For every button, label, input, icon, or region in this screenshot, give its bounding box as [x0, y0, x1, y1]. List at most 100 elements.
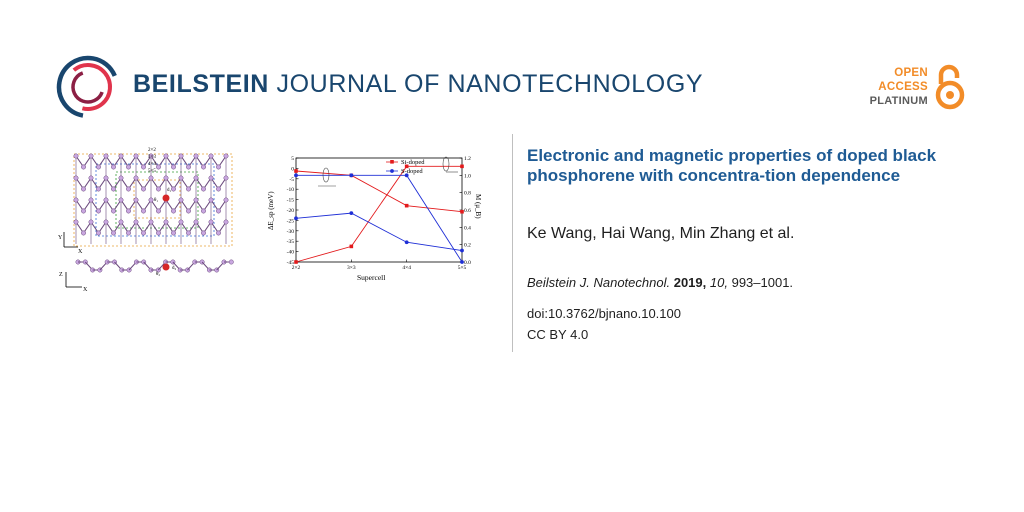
badge-open: OPEN: [894, 67, 928, 79]
phosphorus-atom: [193, 219, 199, 225]
data-point: [460, 209, 464, 214]
phosphorus-atom: [186, 164, 191, 170]
phosphorene-side-view: [75, 259, 234, 273]
y-axis-right-label: M (μ_B): [474, 194, 482, 219]
vertical-divider: [512, 134, 513, 352]
phosphorus-atom: [208, 153, 214, 159]
x-tick-label: 5×5: [458, 265, 467, 271]
phosphorus-atom: [103, 153, 109, 159]
badge-access: ACCESS: [878, 81, 928, 93]
article-license[interactable]: CC BY 4.0: [527, 327, 589, 342]
data-point: [460, 164, 464, 169]
phosphorus-atom: [156, 208, 161, 214]
phosphorus-atom: [103, 197, 109, 203]
journal-title[interactable]: BEILSTEIN JOURNAL OF NANOTECHNOLOGY: [133, 72, 703, 97]
right-axis-marker-ellipse: [442, 156, 450, 172]
phosphorus-atom: [148, 197, 154, 203]
phosphorus-atom: [133, 153, 139, 159]
dopant-atom-side: [162, 263, 170, 271]
phosphorus-atom: [186, 230, 191, 236]
article-citation: Beilstein J. Nanotechnol. 2019, 10, 993–…: [527, 275, 793, 290]
label-d2: d₂: [172, 266, 177, 271]
phosphorus-atom: [178, 175, 184, 181]
left-tick-label: -5: [289, 177, 294, 183]
article-doi[interactable]: doi:10.3762/bjnano.10.100: [527, 306, 681, 321]
badge-platinum: PLATINUM: [869, 95, 928, 107]
data-point: [404, 173, 409, 178]
phosphorus-atom: [223, 153, 229, 159]
dopant-atom: [162, 194, 170, 202]
phosphorus-atom: [88, 219, 94, 225]
right-tick-label: 1.0: [464, 173, 471, 179]
axis-y-label: Y: [58, 235, 63, 241]
phosphorus-atom: [223, 175, 229, 181]
article-title[interactable]: Electronic and magnetic properties of do…: [527, 146, 937, 185]
phosphorus-atom: [133, 197, 139, 203]
data-point: [349, 173, 354, 178]
left-tick-label: -25: [287, 218, 295, 224]
open-lock-icon: [935, 64, 965, 110]
data-point: [294, 260, 298, 264]
phosphorene-lattice: [73, 153, 229, 244]
citation-year: 2019,: [673, 275, 707, 290]
axis-z-label: Z: [59, 272, 63, 278]
phosphorus-atom: [156, 230, 161, 236]
x-tick-label: 2×2: [292, 265, 301, 271]
phosphorus-atom: [96, 230, 101, 236]
left-tick-label: -40: [287, 250, 295, 256]
series-line-si-doped-left: [295, 165, 462, 263]
legend-si-marker: [390, 160, 394, 164]
phosphorus-atom: [178, 219, 184, 225]
x-tick-label: 4×4: [402, 265, 411, 271]
phosphorus-atom: [223, 197, 229, 203]
phosphorus-atom: [133, 175, 139, 181]
label-5x5: 5×5: [148, 169, 156, 174]
phosphorus-atom: [186, 208, 191, 214]
phosphorus-atom: [81, 230, 86, 236]
phosphorus-atom: [216, 186, 221, 192]
phosphorus-atom: [171, 230, 176, 236]
left-tick-label: -20: [287, 208, 295, 214]
label-2x2: 2×2: [148, 148, 156, 153]
phosphorus-atom: [148, 219, 154, 225]
phosphorene-structure-figure: 2×2 3×3 4×4 5×5 d₁ θ₁ d₂ θ₂ Y X Z X: [58, 148, 234, 292]
phosphorus-atom: [201, 230, 206, 236]
phosphorus-atom: [178, 197, 184, 203]
phosphorus-atom: [141, 208, 146, 214]
data-point: [460, 248, 464, 253]
phosphorus-atom: [126, 186, 131, 192]
journal-title-bold: BEILSTEIN: [133, 70, 269, 98]
phosphorus-atom: [141, 164, 146, 170]
left-tick-label: -35: [287, 239, 295, 245]
legend-si-label: Si-doped: [401, 159, 425, 166]
data-point: [349, 244, 354, 249]
phosphorus-atom: [208, 197, 214, 203]
supercell-4x4-box: [95, 163, 215, 237]
data-point: [294, 173, 298, 178]
label-theta2: θ₂: [156, 272, 160, 277]
phosphorus-atom: [81, 208, 86, 214]
phosphorus-atom: [81, 164, 86, 170]
left-tick-label: -30: [287, 229, 295, 235]
legend-s-label: S-doped: [401, 168, 423, 175]
label-d1: d₁: [167, 188, 172, 193]
phosphorus-atom: [103, 219, 109, 225]
phosphorus-atom: [148, 153, 154, 159]
phosphorus-atom: [111, 164, 116, 170]
right-tick-label: 0.6: [464, 208, 471, 214]
phosphorus-atom: [148, 175, 154, 181]
phosphorus-atom: [141, 230, 146, 236]
journal-logo-icon: [56, 55, 120, 119]
phosphorus-atom: [163, 175, 169, 181]
right-tick-label: 1.2: [464, 156, 471, 162]
phosphorus-atom: [163, 219, 169, 225]
series-line-s-doped-left: [295, 212, 463, 252]
series-group: [294, 164, 464, 264]
phosphorus-atom: [118, 197, 124, 203]
phosphorus-atom: [96, 164, 101, 170]
phosphorus-atom: [103, 175, 109, 181]
right-tick-label: 0.4: [464, 225, 471, 231]
phosphorus-atom: [118, 175, 124, 181]
phosphorus-atom: [178, 153, 184, 159]
right-tick-label: 0.0: [464, 260, 471, 266]
